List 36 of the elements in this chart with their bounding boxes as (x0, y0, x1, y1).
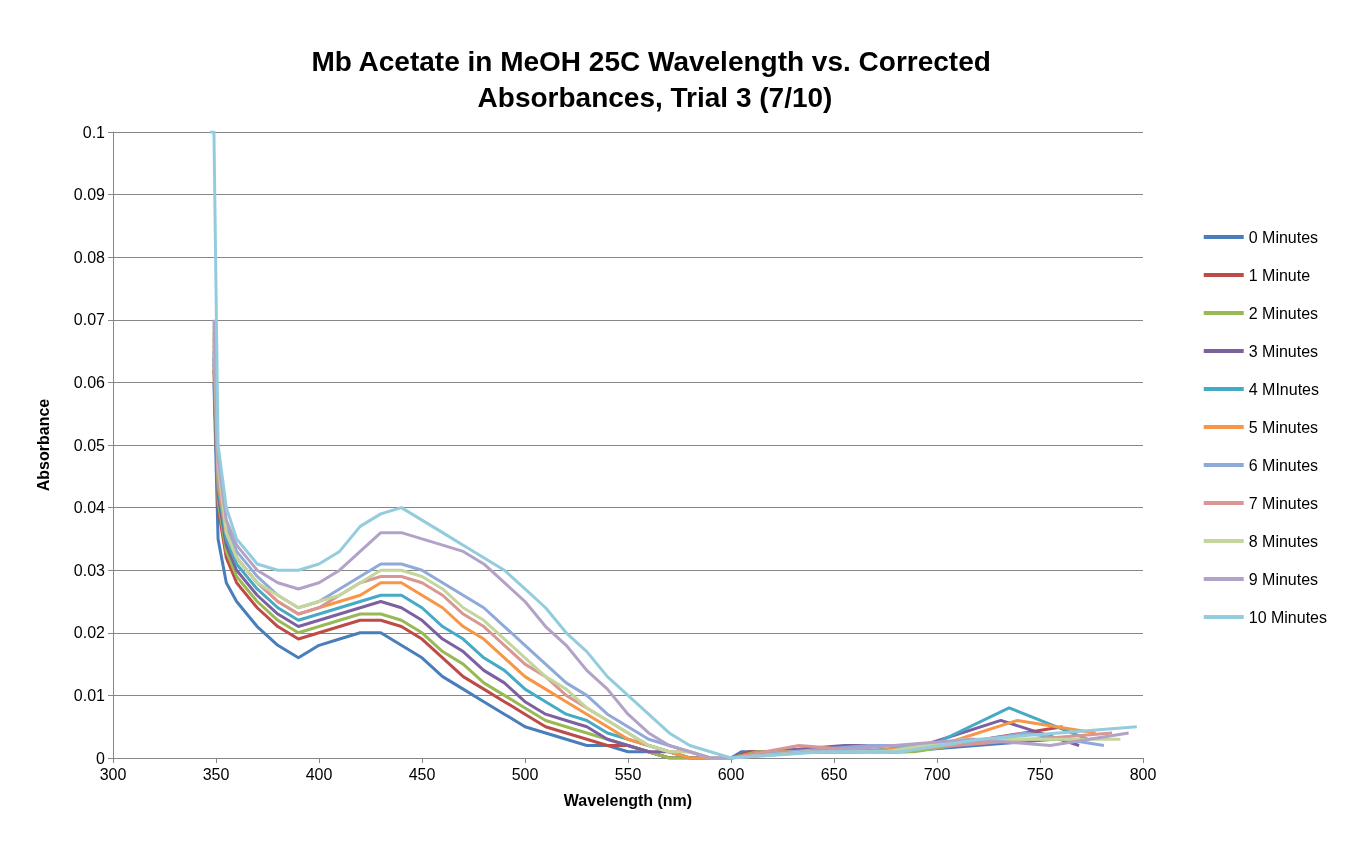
legend-label: 7 Minutes (1248, 494, 1319, 512)
legend-label: 0 Minutes (1248, 228, 1319, 246)
legend-label: 3 Minutes (1248, 342, 1319, 360)
y-axis-title: Absorbance (34, 398, 52, 492)
y-tick-label: 0.02 (73, 624, 106, 642)
y-tick-label: 0.08 (73, 248, 106, 266)
legend-label: 1 Minute (1248, 266, 1311, 284)
y-tick-label: 0 (96, 749, 106, 767)
y-tick-label: 0.04 (73, 499, 106, 517)
x-tick-label: 650 (820, 765, 848, 783)
x-tick-label: 400 (305, 765, 333, 783)
x-tick-label: 450 (408, 765, 436, 783)
legend-label: 8 Minutes (1248, 532, 1319, 550)
y-tick-label: 0.03 (73, 561, 106, 579)
legend-label: 9 Minutes (1248, 570, 1319, 588)
legend-label: 10 Minutes (1248, 608, 1327, 626)
y-tick-label: 0.1 (82, 123, 106, 141)
x-axis-title: Wavelength (nm) (563, 791, 693, 809)
y-tick-label: 0.01 (73, 686, 106, 704)
x-tick-label: 750 (1026, 765, 1054, 783)
legend-label: 6 Minutes (1248, 456, 1319, 474)
x-tick-label: 350 (202, 765, 230, 783)
x-tick-label: 300 (99, 765, 127, 783)
x-tick-label: 700 (923, 765, 951, 783)
legend-label: 2 Minutes (1248, 304, 1319, 322)
chart-title: Mb Acetate in MeOH 25C Wavelength vs. Corrected Absorbances, Trial 3 (7/10) (311, 45, 999, 113)
x-tick-label: 800 (1129, 765, 1157, 783)
x-tick-label: 600 (717, 765, 745, 783)
x-tick-label: 550 (614, 765, 642, 783)
y-tick-label: 0.05 (73, 436, 106, 454)
legend-label: 5 Minutes (1248, 418, 1319, 436)
y-tick-label: 0.07 (73, 311, 106, 329)
y-tick-label: 0.06 (73, 373, 106, 391)
y-tick-label: 0.09 (73, 186, 106, 204)
legend-label: 4 MInutes (1248, 380, 1319, 398)
x-tick-label: 500 (511, 765, 539, 783)
